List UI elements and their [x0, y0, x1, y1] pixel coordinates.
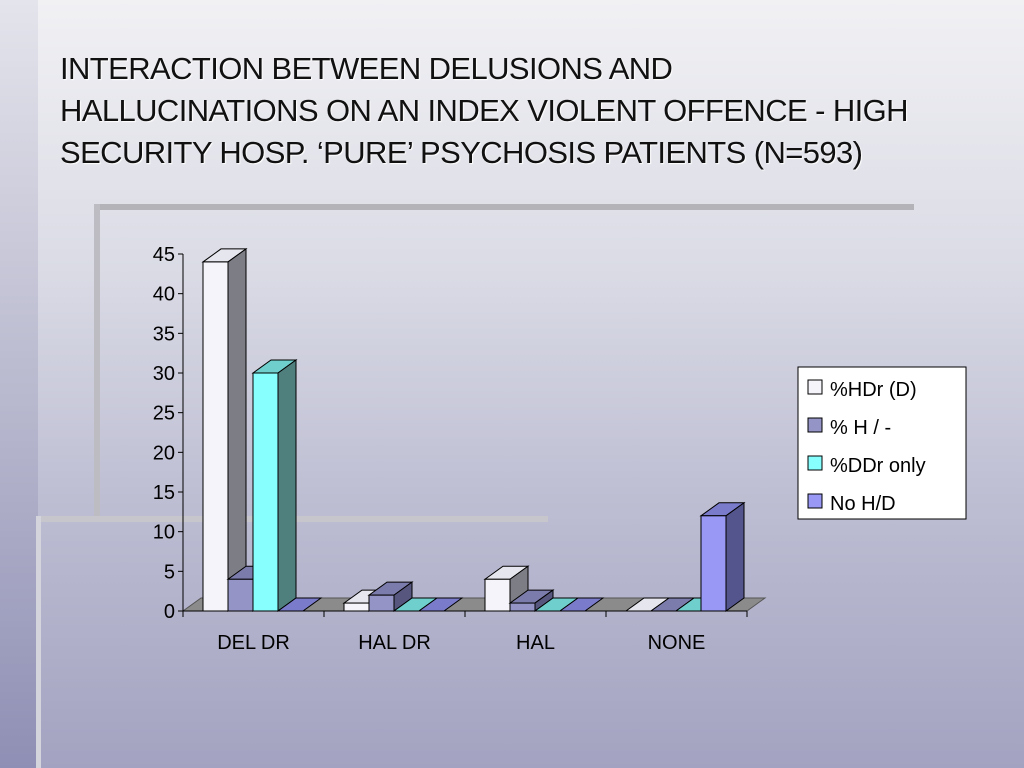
bar	[368, 594, 395, 612]
legend-box	[797, 366, 967, 520]
bar	[202, 261, 229, 612]
x-category-label: DEL DR	[217, 632, 290, 654]
legend-swatch	[807, 455, 823, 471]
bar-group	[276, 597, 323, 612]
x-category-label: HAL	[516, 632, 555, 654]
slide-title-line: HALLUCINATIONS ON AN INDEX VIOLENT OFFEN…	[60, 93, 909, 128]
y-tick-label: 30	[153, 363, 175, 385]
x-category-label: NONE	[648, 632, 706, 654]
y-tick-label: 20	[153, 442, 175, 464]
y-tick-label: 15	[153, 482, 175, 504]
bar-side-face	[725, 501, 745, 612]
decorative-rule-left	[94, 204, 100, 518]
slide-title: INTERACTION BETWEEN DELUSIONS AND HALLUC…	[60, 48, 990, 174]
bar-group	[558, 597, 605, 612]
bar-group	[699, 501, 746, 612]
y-tick-label: 25	[153, 403, 175, 425]
y-tick-label: 0	[164, 601, 175, 623]
x-category-label: HAL DR	[358, 632, 431, 654]
bar	[509, 602, 536, 612]
bar-group	[251, 359, 298, 612]
slide-title-line: INTERACTION BETWEEN DELUSIONS AND	[60, 51, 673, 86]
bar	[343, 602, 370, 612]
left-decorative-bar	[0, 0, 38, 768]
bar	[227, 578, 254, 612]
bar-top-face	[417, 597, 464, 612]
legend-label: %HDr (D)	[830, 379, 917, 401]
bar-group	[417, 597, 464, 612]
y-tick-label: 10	[153, 522, 175, 544]
legend-swatch	[807, 493, 823, 509]
bar-side-face	[277, 359, 297, 612]
legend-label: No H/D	[830, 493, 896, 515]
bar-side-face	[227, 247, 247, 612]
decorative-rule-top	[94, 204, 914, 210]
legend-swatch	[807, 417, 823, 433]
y-tick-label: 5	[164, 561, 175, 583]
legend-label: % H / -	[830, 417, 891, 439]
legend-label: %DDr only	[830, 455, 926, 477]
bar-top-face	[276, 597, 323, 612]
slide-title-line: SECURITY HOSP. ‘PURE’ PSYCHOSIS PATIENTS…	[60, 135, 863, 170]
decorative-rule-lower-left	[36, 516, 41, 768]
bar-top-face	[558, 597, 605, 612]
bar	[252, 372, 279, 612]
bar-group	[201, 247, 248, 612]
y-tick-label: 35	[153, 323, 175, 345]
y-tick-label: 40	[153, 284, 175, 306]
bar	[484, 578, 511, 612]
legend-swatch	[807, 379, 823, 395]
bar	[700, 515, 727, 612]
y-tick-label: 45	[153, 244, 175, 266]
bar-group	[367, 581, 414, 612]
